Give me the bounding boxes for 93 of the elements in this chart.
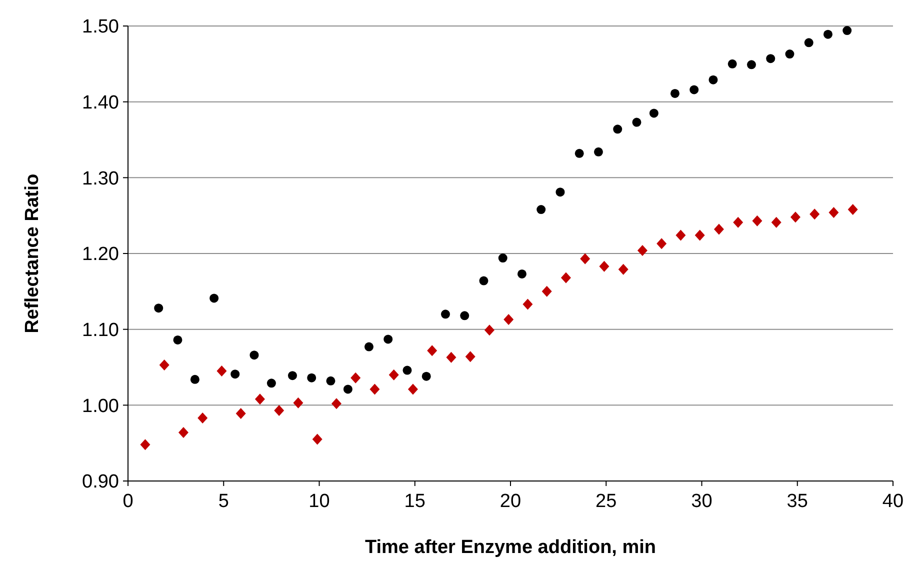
point [823, 30, 832, 39]
point [656, 238, 667, 250]
x-tick-label: 20 [500, 491, 522, 512]
point [746, 60, 756, 70]
point [708, 75, 718, 84]
point [408, 384, 418, 395]
point [848, 204, 858, 216]
point [370, 384, 380, 395]
point [828, 207, 839, 218]
x-tick-label: 40 [882, 491, 904, 512]
point [618, 264, 628, 275]
x-tick-label: 35 [786, 491, 808, 512]
point [140, 439, 150, 450]
point [288, 371, 297, 380]
point [343, 384, 352, 394]
point [364, 342, 374, 352]
point [331, 398, 342, 410]
x-tick-label: 0 [122, 491, 134, 512]
y-tick-label: 1.00 [82, 396, 119, 417]
x-tick-label: 15 [404, 491, 426, 512]
point [159, 359, 170, 370]
x-tick-label: 30 [691, 491, 712, 512]
point [266, 378, 276, 388]
point [178, 426, 188, 438]
x-axis-title: Time after Enzyme addition, min [364, 537, 656, 558]
y-axis-title: Reflectance Ratio [22, 174, 43, 334]
point [522, 298, 533, 310]
point [274, 404, 284, 416]
point [350, 372, 361, 384]
point [326, 376, 336, 386]
point [440, 310, 450, 319]
point [210, 294, 219, 303]
point [190, 374, 200, 384]
point [733, 216, 744, 228]
point [236, 408, 246, 420]
point [632, 118, 642, 127]
y-tick-label: 1.30 [82, 168, 119, 190]
point [785, 50, 794, 59]
point [198, 412, 208, 424]
point [560, 272, 571, 284]
point [580, 253, 590, 264]
point [479, 276, 488, 286]
point [154, 304, 164, 313]
point [384, 334, 393, 344]
point [422, 372, 431, 381]
point [574, 148, 584, 158]
point [594, 147, 603, 156]
point [498, 254, 508, 263]
point [599, 260, 610, 272]
point [427, 345, 438, 356]
point [465, 351, 476, 362]
point [676, 230, 686, 241]
y-tick-label: 1.40 [82, 92, 119, 114]
point [613, 124, 622, 134]
point [250, 350, 259, 360]
point [766, 54, 776, 64]
point [517, 269, 526, 278]
x-tick-label: 5 [218, 491, 229, 512]
y-tick-label: 1.50 [82, 16, 119, 38]
point [536, 205, 546, 214]
point [790, 212, 800, 223]
y-tick-label: 0.90 [82, 472, 119, 493]
point [460, 311, 470, 320]
point [542, 286, 552, 297]
point [771, 216, 782, 228]
point [504, 314, 514, 325]
point [556, 188, 565, 197]
point [804, 38, 814, 48]
x-tick-label: 25 [596, 491, 617, 512]
point [714, 224, 724, 235]
point [842, 26, 852, 36]
point [728, 59, 737, 68]
point [307, 373, 316, 382]
point [216, 366, 227, 377]
point [690, 85, 699, 94]
x-tick-label: 10 [308, 491, 330, 512]
point [388, 369, 399, 380]
point [810, 208, 820, 220]
point [649, 108, 658, 118]
point [670, 88, 680, 98]
point [173, 335, 182, 344]
point [230, 370, 240, 379]
point [293, 397, 304, 408]
y-tick-label: 1.20 [82, 244, 119, 266]
point [446, 352, 456, 363]
point [254, 394, 265, 405]
point [484, 324, 494, 336]
y-tick-label: 1.10 [82, 320, 119, 341]
point [402, 366, 412, 375]
point [752, 215, 762, 226]
point [312, 434, 322, 445]
point [694, 230, 705, 241]
point [637, 244, 648, 256]
